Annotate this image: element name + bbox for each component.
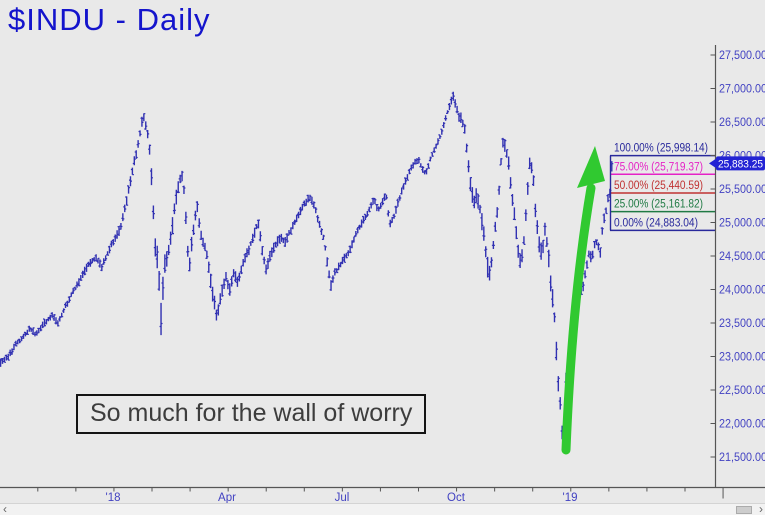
price-bars xyxy=(0,91,614,445)
fibonacci-labels: 100.00% (25,998.14) 75.00% (25,719.37) 50.… xyxy=(609,141,708,231)
x-axis-label: Oct xyxy=(447,492,466,503)
y-axis-label: 25,500.00 xyxy=(719,184,765,196)
y-axis-label: 26,500.00 xyxy=(719,117,765,129)
y-axis-label: 23,500.00 xyxy=(719,318,765,330)
trend-arrow xyxy=(561,146,605,455)
y-axis-label: 25,000.00 xyxy=(719,218,765,230)
x-axis: '18 Apr Jul Oct '19 xyxy=(0,486,765,503)
fib-level-label: 0.00% (24,883.04) xyxy=(614,215,698,229)
scrollbar-thumb[interactable] xyxy=(736,506,752,514)
x-axis-label: '18 xyxy=(106,492,121,503)
y-axis-label: 24,500.00 xyxy=(719,251,765,263)
y-axis-label: 22,000.00 xyxy=(719,419,765,431)
chart-title: $INDU - Daily xyxy=(8,2,211,37)
y-axis-label: 24,000.00 xyxy=(719,285,765,297)
fib-level-label: 50.00% (25,440.59) xyxy=(614,178,703,192)
x-axis-label: Apr xyxy=(218,492,236,503)
y-axis-label: 27,500.00 xyxy=(719,50,765,62)
x-axis-label: Jul xyxy=(335,492,350,503)
y-axis-label: 22,500.00 xyxy=(719,385,765,397)
fib-level-label: 75.00% (25,719.37) xyxy=(614,159,703,173)
scroll-right-icon[interactable]: › xyxy=(759,502,763,515)
price-chart: 100.00% (25,998.14) 75.00% (25,719.37) 50.… xyxy=(0,45,765,503)
scroll-left-icon[interactable]: ‹ xyxy=(3,502,7,515)
horizontal-scrollbar[interactable]: ‹ › xyxy=(0,502,765,515)
fibonacci-lines xyxy=(610,154,716,232)
fib-level-label: 25.00% (25,161.82) xyxy=(614,197,703,211)
fib-level-label: 100.00% (25,998.14) xyxy=(614,141,708,155)
x-axis-label: '19 xyxy=(563,492,578,503)
y-axis-label: 21,500.00 xyxy=(719,452,765,464)
last-price-label: 25,883.25 xyxy=(718,158,763,170)
y-axis-label: 27,000.00 xyxy=(719,84,765,96)
last-price-badge: 25,883.25 xyxy=(709,156,765,171)
annotation-box: So much for the wall of worry xyxy=(76,394,427,434)
y-axis-label: 23,000.00 xyxy=(719,352,765,364)
y-axis: 27,500.0027,000.0026,500.0026,000.0025,5… xyxy=(710,45,765,488)
